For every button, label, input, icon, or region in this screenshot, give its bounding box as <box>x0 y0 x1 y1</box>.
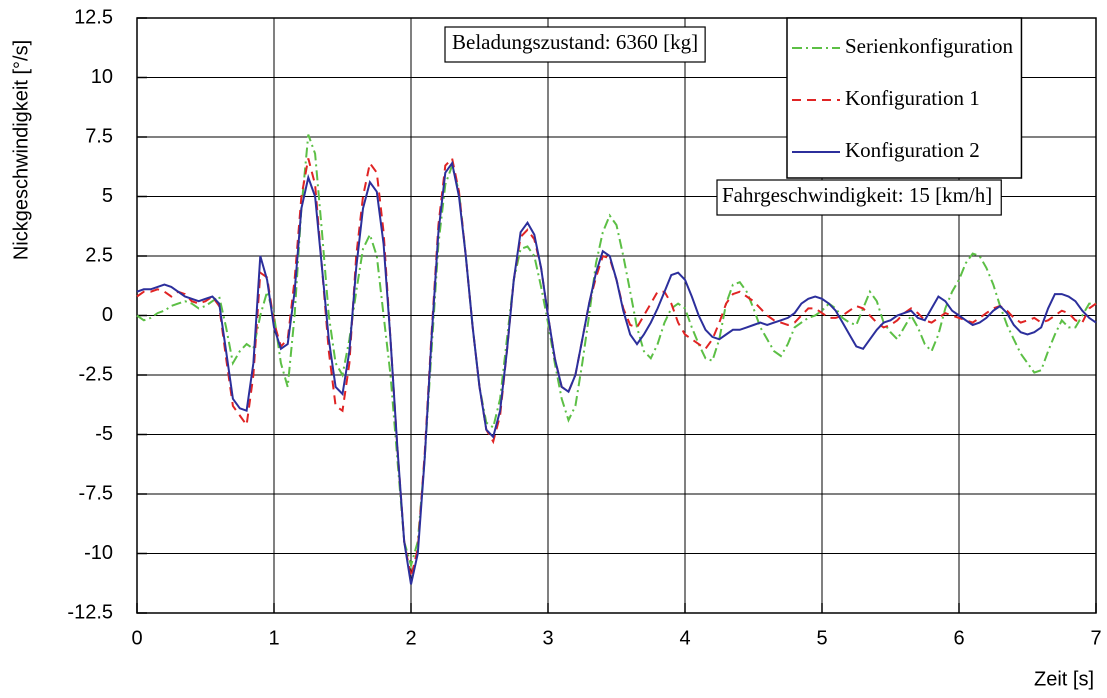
legend-label: Serienkonfiguration <box>845 34 1013 58</box>
annotation-box <box>444 26 706 63</box>
y-tick-label: 10 <box>91 66 113 88</box>
legend-label: Konfiguration 2 <box>845 138 980 162</box>
x-tick-label: 5 <box>816 627 827 649</box>
series-line <box>136 134 1096 570</box>
annotation-box <box>716 179 1002 216</box>
x-tick-label: 0 <box>131 627 142 649</box>
y-tick-label: -5 <box>95 423 113 445</box>
x-tick-label: 4 <box>679 627 690 649</box>
y-tick-label: 5 <box>102 185 113 207</box>
x-tick-label: 3 <box>542 627 553 649</box>
x-tick-label: 6 <box>953 627 964 649</box>
y-tick-label: 0 <box>102 304 113 326</box>
annotation: Beladungszustand: 6360 [kg] <box>452 30 698 54</box>
x-tick-label: 1 <box>268 627 279 649</box>
y-tick-label: 7.5 <box>85 125 113 147</box>
series-line <box>136 156 1097 578</box>
y-tick-label: -7.5 <box>79 482 113 504</box>
y-tick-label: -10 <box>84 542 113 564</box>
legend-label: Konfiguration 1 <box>845 86 980 110</box>
y-tick-label: 2.5 <box>85 244 113 266</box>
annotation: Fahrgeschwindigkeit: 15 [km/h] <box>722 183 992 207</box>
y-tick-label: -12.5 <box>67 601 113 623</box>
y-tick-label: 12.5 <box>74 6 113 28</box>
series-line <box>136 160 1097 585</box>
y-tick-label: -2.5 <box>79 363 113 385</box>
x-tick-label: 7 <box>1090 627 1101 649</box>
x-tick-label: 2 <box>405 627 416 649</box>
x-axis-label: Zeit [s] <box>1034 668 1094 690</box>
y-axis-label: Nickgeschwindigkeit [°/s] <box>10 40 32 260</box>
